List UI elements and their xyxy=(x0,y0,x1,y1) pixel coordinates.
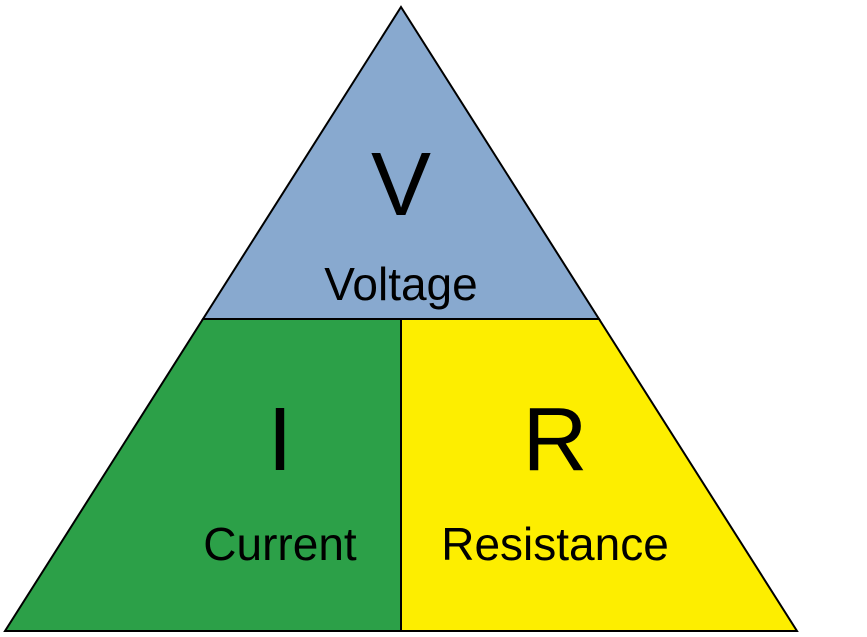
resistance-section xyxy=(401,319,797,631)
current-symbol: I xyxy=(267,390,292,490)
voltage-label: Voltage xyxy=(324,258,477,310)
resistance-label: Resistance xyxy=(441,518,669,570)
voltage-symbol: V xyxy=(371,135,431,235)
current-label: Current xyxy=(203,518,357,570)
ohms-law-triangle: V Voltage I Current R Resistance xyxy=(0,0,867,637)
current-section xyxy=(5,319,401,631)
resistance-symbol: R xyxy=(523,390,588,490)
